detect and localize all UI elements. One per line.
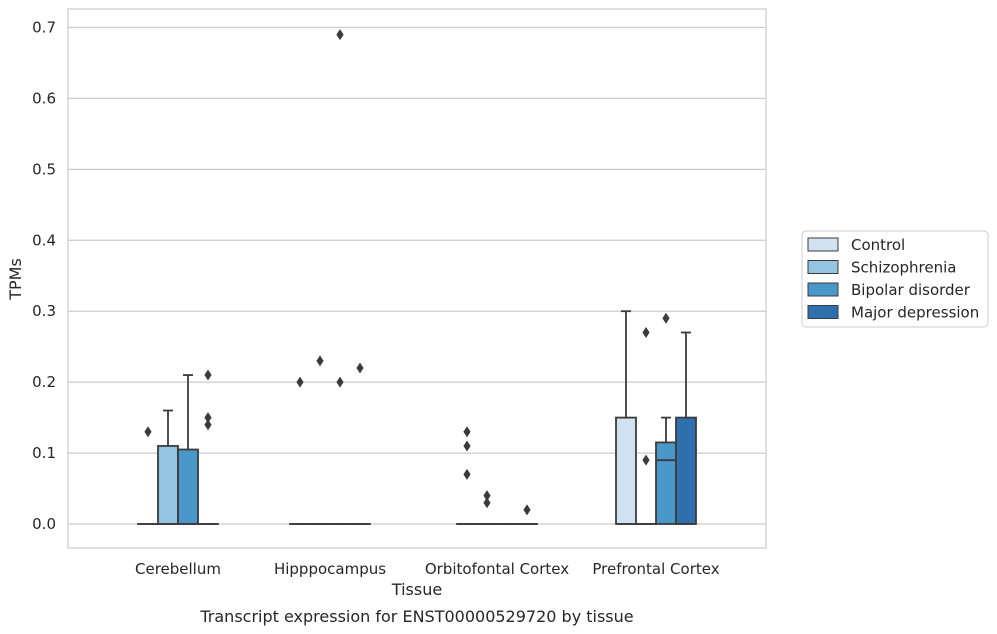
box-0-1: [289, 376, 311, 525]
legend-swatch: [807, 237, 839, 252]
outlier-point: [356, 362, 364, 374]
y-tick-label: 0.5: [32, 160, 56, 178]
outlier-point: [463, 468, 471, 480]
box-3-1: [349, 362, 371, 525]
box-series: [137, 29, 697, 525]
legend-swatch: [807, 260, 839, 274]
legend-label: Schizophrenia: [851, 259, 956, 277]
series-control: [137, 310, 637, 525]
series-bipolar-disorder: [177, 29, 677, 525]
legend-frame: [801, 230, 989, 328]
outlier-point: [204, 412, 212, 424]
box-body: [675, 416, 697, 525]
box-0-3: [615, 310, 637, 525]
legend-label: Bipolar disorder: [851, 281, 971, 299]
box-2-3: [655, 312, 677, 525]
series-schizophrenia: [157, 326, 657, 525]
box-body: [177, 448, 199, 525]
outlier-point: [336, 376, 344, 388]
outlier-point: [336, 29, 344, 41]
legend: Control Schizophrenia Bipolar disorder Majo…: [801, 230, 989, 328]
outlier-point: [204, 419, 212, 431]
box-2-0: [177, 374, 199, 525]
box-3-3: [675, 331, 697, 525]
box-1-3: [635, 326, 657, 525]
box-body: [615, 416, 637, 525]
outlier-point: [523, 504, 531, 516]
chart-caption: Transcript expression for ENST0000052972…: [199, 607, 633, 626]
y-tick-label: 0.3: [32, 302, 56, 320]
y-tick-label: 0.6: [32, 89, 56, 107]
y-tick-label: 0.1: [32, 444, 56, 462]
x-axis-ticks: Cerebellum Hipppocampus Orbitofontal Corte…: [135, 560, 720, 578]
outlier-point: [483, 490, 491, 502]
y-tick-label: 0.7: [32, 19, 56, 37]
legend-label: Major depression: [851, 304, 979, 322]
y-axis-label: TPMs: [6, 258, 25, 301]
x-tick-label: Prefrontal Cortex: [592, 560, 719, 578]
x-tick-label: Orbitofontal Cortex: [425, 560, 569, 578]
box-1-2: [476, 490, 498, 525]
box-1-1: [309, 355, 331, 525]
box-0-0: [137, 426, 159, 525]
box-body: [655, 441, 677, 525]
x-tick-label: Cerebellum: [135, 560, 221, 578]
x-tick-label: Hipppocampus: [274, 560, 386, 578]
outlier-point: [642, 454, 650, 466]
box-3-2: [516, 504, 538, 525]
legend-swatch: [807, 305, 839, 319]
outlier-point: [662, 312, 670, 324]
outlier-point: [463, 440, 471, 452]
plot-area-frame: [67, 8, 767, 549]
y-axis-ticks: 0.0 0.1 0.2 0.3 0.4 0.5 0.6 0.7: [32, 19, 56, 534]
box-1-0: [157, 409, 179, 525]
outlier-point: [483, 497, 491, 509]
series-major-depression: [197, 331, 697, 525]
legend-label: Control: [851, 236, 905, 254]
box-3-0: [197, 369, 219, 525]
outlier-point: [204, 369, 212, 381]
outlier-point: [463, 426, 471, 438]
outlier-point: [642, 326, 650, 338]
y-tick-label: 0.2: [32, 373, 56, 391]
box-2-1: [329, 29, 351, 525]
legend-swatch: [807, 282, 839, 297]
y-tick-label: 0.0: [32, 515, 56, 533]
box-body: [157, 445, 179, 525]
box-0-2: [456, 426, 478, 525]
outlier-point: [144, 426, 152, 438]
outlier-point: [316, 355, 324, 367]
y-tick-label: 0.4: [32, 231, 56, 249]
outlier-point: [296, 376, 304, 388]
x-axis-label: Tissue: [391, 580, 442, 599]
